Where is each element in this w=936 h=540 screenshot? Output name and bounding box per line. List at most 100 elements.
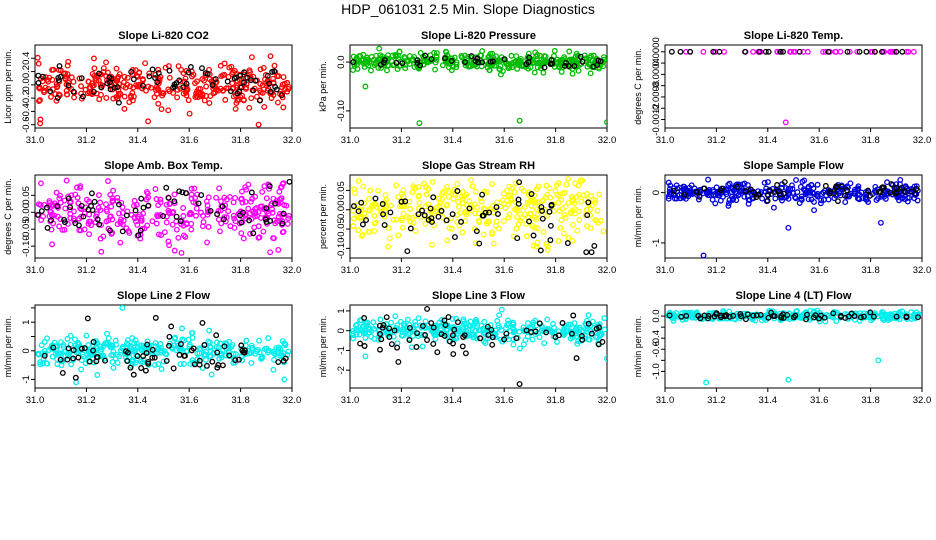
data-point [146,73,153,80]
y-tick-label: -0.6 [651,341,662,357]
data-point [494,199,501,206]
data-point [90,88,97,95]
data-point [130,76,137,83]
panel-title: Slope Li-820 Pressure [421,30,536,42]
data-point [833,48,840,55]
data-point [282,355,289,362]
x-tick-label: 31.4 [129,395,148,406]
data-point [879,309,886,315]
data-point [104,330,110,337]
data-point-outlier [785,376,792,383]
data-point [528,191,535,197]
data-point [555,238,562,245]
data-point [110,348,117,355]
data-point [585,312,592,319]
data-point [54,356,61,363]
data-point [44,360,51,367]
data-point [44,335,51,342]
data-point [366,195,372,202]
data-point [559,320,566,326]
data-point [476,240,483,247]
data-point [552,187,559,194]
data-point [38,208,45,214]
data-point-outlier [37,120,44,127]
data-point [457,209,464,216]
data-point [201,342,208,348]
data-point [400,332,407,339]
data-point [764,179,771,185]
y-tick-label: -0.10 [336,238,347,260]
data-point [453,61,460,68]
data-point [38,180,44,187]
data-point [280,74,287,81]
data-point [594,207,601,214]
data-point [138,215,145,222]
data-point [64,356,71,363]
data-point [37,116,44,123]
data-point [96,96,103,103]
data-point [114,221,121,228]
x-tick-label: 31.2 [392,395,411,406]
data-point [90,347,97,354]
data-point [912,190,919,197]
data-point [232,105,239,112]
data-point [96,70,102,77]
data-point [360,329,367,336]
data-point [64,335,71,342]
data-point [138,195,145,202]
data-point [601,315,607,322]
data-point [115,90,122,97]
data-point [804,48,811,55]
data-point-outlier [286,178,292,185]
data-point [199,319,206,326]
data-point [379,201,386,207]
data-point [99,352,106,359]
data-point-outlier [875,357,882,364]
data-point [105,217,112,224]
data-point [423,191,430,198]
data-point [116,201,122,208]
data-point [275,73,282,80]
panel-title: Slope Line 3 Flow [432,290,525,302]
data-point [155,86,162,93]
data-point [503,187,510,194]
data-point [121,93,128,100]
data-point [380,59,387,66]
data-point [578,198,585,205]
data-point [496,312,503,319]
data-point [523,233,530,240]
data-point [761,179,768,186]
data-point [713,184,720,191]
data-point [63,177,70,184]
data-point [140,353,147,360]
data-point [696,193,703,200]
data-point [36,98,42,105]
data-point [157,341,164,347]
data-point [737,311,744,317]
data-point [430,341,437,347]
data-point [565,176,572,182]
data-point [422,318,429,325]
y-tick-label: -0.05 [21,218,32,240]
data-point [571,63,578,69]
data-point [847,190,854,197]
data-point [232,351,239,358]
data-point [711,313,718,320]
data-point [557,224,564,231]
plot-frame [664,44,923,129]
data-point [753,194,760,201]
y-tick-label: -0.4 [651,330,662,346]
data-point [502,59,509,66]
data-point [240,97,247,104]
data-point [372,201,379,208]
data-point [180,205,187,211]
data-point [732,312,739,319]
data-point [116,210,122,217]
data-point [94,216,101,223]
data-point [780,48,787,55]
x-tick-label: 32.0 [598,135,617,146]
data-point [461,193,468,200]
y-tick-label: 0 [651,190,662,195]
data-point [382,192,389,199]
